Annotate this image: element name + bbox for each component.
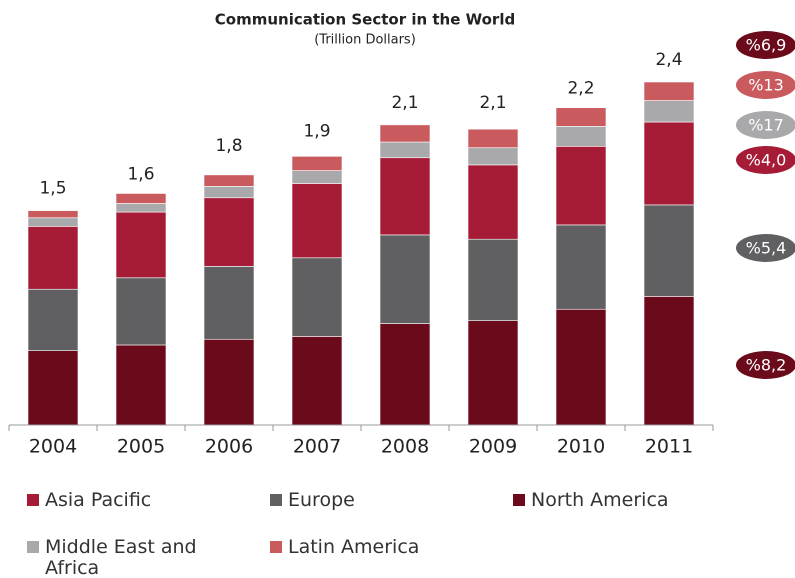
- bar-segment: [203, 338, 255, 426]
- bar-segment: [379, 234, 431, 324]
- growth-label: %13: [748, 76, 784, 95]
- legend-item: Middle East and Africa: [27, 537, 235, 578]
- growth-label: %4,0: [746, 151, 787, 170]
- bar-segment: [643, 81, 695, 101]
- legend-label: Middle East and Africa: [45, 536, 197, 578]
- growth-label: %6,9: [746, 36, 787, 55]
- x-tick-label: 2004: [29, 436, 77, 458]
- x-tick-label: 2008: [381, 436, 429, 458]
- bar-segment: [467, 147, 519, 166]
- bar-segment: [467, 238, 519, 321]
- total-label: 2,1: [391, 93, 418, 113]
- bar-segment: [379, 141, 431, 159]
- legend-item: North America: [513, 490, 721, 511]
- bar-segment: [115, 211, 167, 279]
- x-tick-label: 2009: [469, 436, 517, 458]
- growth-badge: [736, 71, 795, 99]
- bar-segment: [291, 170, 343, 184]
- x-tick-label: 2007: [293, 436, 341, 458]
- total-label: 1,6: [127, 164, 154, 184]
- growth-badge: [736, 234, 795, 262]
- bar-segment: [643, 296, 695, 426]
- growth-badge: [736, 31, 795, 59]
- legend-label: Latin America: [288, 536, 420, 558]
- bar-segment: [115, 193, 167, 204]
- legend-item: Latin America: [270, 537, 478, 558]
- total-label: 2,1: [479, 93, 506, 113]
- bar-segment: [27, 217, 79, 227]
- bar-segment: [203, 174, 255, 187]
- legend-swatch: [270, 541, 282, 553]
- legend-swatch: [27, 494, 39, 506]
- legend-item: Europe: [270, 490, 478, 511]
- total-label: 1,5: [39, 179, 66, 199]
- bar-segment: [643, 121, 695, 206]
- bar-segment: [203, 266, 255, 340]
- bar-segment: [467, 320, 519, 426]
- bar-segment: [555, 146, 607, 226]
- x-tick-label: 2005: [117, 436, 165, 458]
- legend-label: North America: [531, 489, 669, 511]
- bar-segment: [379, 157, 431, 236]
- bar-segment: [203, 186, 255, 199]
- bar-segment: [203, 197, 255, 267]
- bar-segment: [379, 124, 431, 143]
- growth-badge: [736, 351, 795, 379]
- bar-segment: [291, 336, 343, 426]
- x-tick-label: 2006: [205, 436, 253, 458]
- bar-segment: [555, 126, 607, 147]
- growth-badge: [736, 111, 795, 139]
- legend-label: Europe: [288, 489, 355, 511]
- chart-title: Communication Sector in the World: [215, 11, 515, 29]
- growth-label: %5,4: [746, 239, 787, 258]
- bar-segment: [115, 203, 167, 213]
- bar-segment: [643, 100, 695, 123]
- bar-segment: [115, 277, 167, 346]
- total-label: 1,9: [303, 121, 330, 141]
- bar-segment: [643, 204, 695, 297]
- bar-segment: [115, 344, 167, 426]
- total-label: 2,2: [567, 79, 594, 99]
- bar-segment: [467, 128, 519, 149]
- bar-segment: [467, 164, 519, 240]
- bar-segment: [555, 107, 607, 127]
- bar-segment: [291, 156, 343, 171]
- chart-subtitle: (Trillion Dollars): [314, 33, 416, 48]
- legend-swatch: [270, 494, 282, 506]
- bar-segment: [27, 226, 79, 290]
- bar-segment: [27, 288, 79, 351]
- bar-segment: [555, 308, 607, 426]
- x-tick-label: 2010: [557, 436, 605, 458]
- growth-badge: [736, 146, 795, 174]
- growth-label: %17: [748, 116, 784, 135]
- total-label: 2,4: [655, 50, 682, 70]
- x-tick-label: 2011: [645, 436, 693, 458]
- bar-segment: [291, 257, 343, 337]
- bar-segment: [555, 224, 607, 310]
- legend-swatch: [27, 541, 39, 553]
- legend-swatch: [513, 494, 525, 506]
- total-label: 1,8: [215, 136, 242, 156]
- bar-segment: [27, 350, 79, 426]
- bar-segment: [291, 183, 343, 259]
- legend-item: Asia Pacific: [27, 490, 235, 511]
- bar-segment: [379, 323, 431, 426]
- growth-label: %8,2: [746, 356, 787, 375]
- legend-label: Asia Pacific: [45, 489, 152, 511]
- bar-segment: [27, 210, 79, 219]
